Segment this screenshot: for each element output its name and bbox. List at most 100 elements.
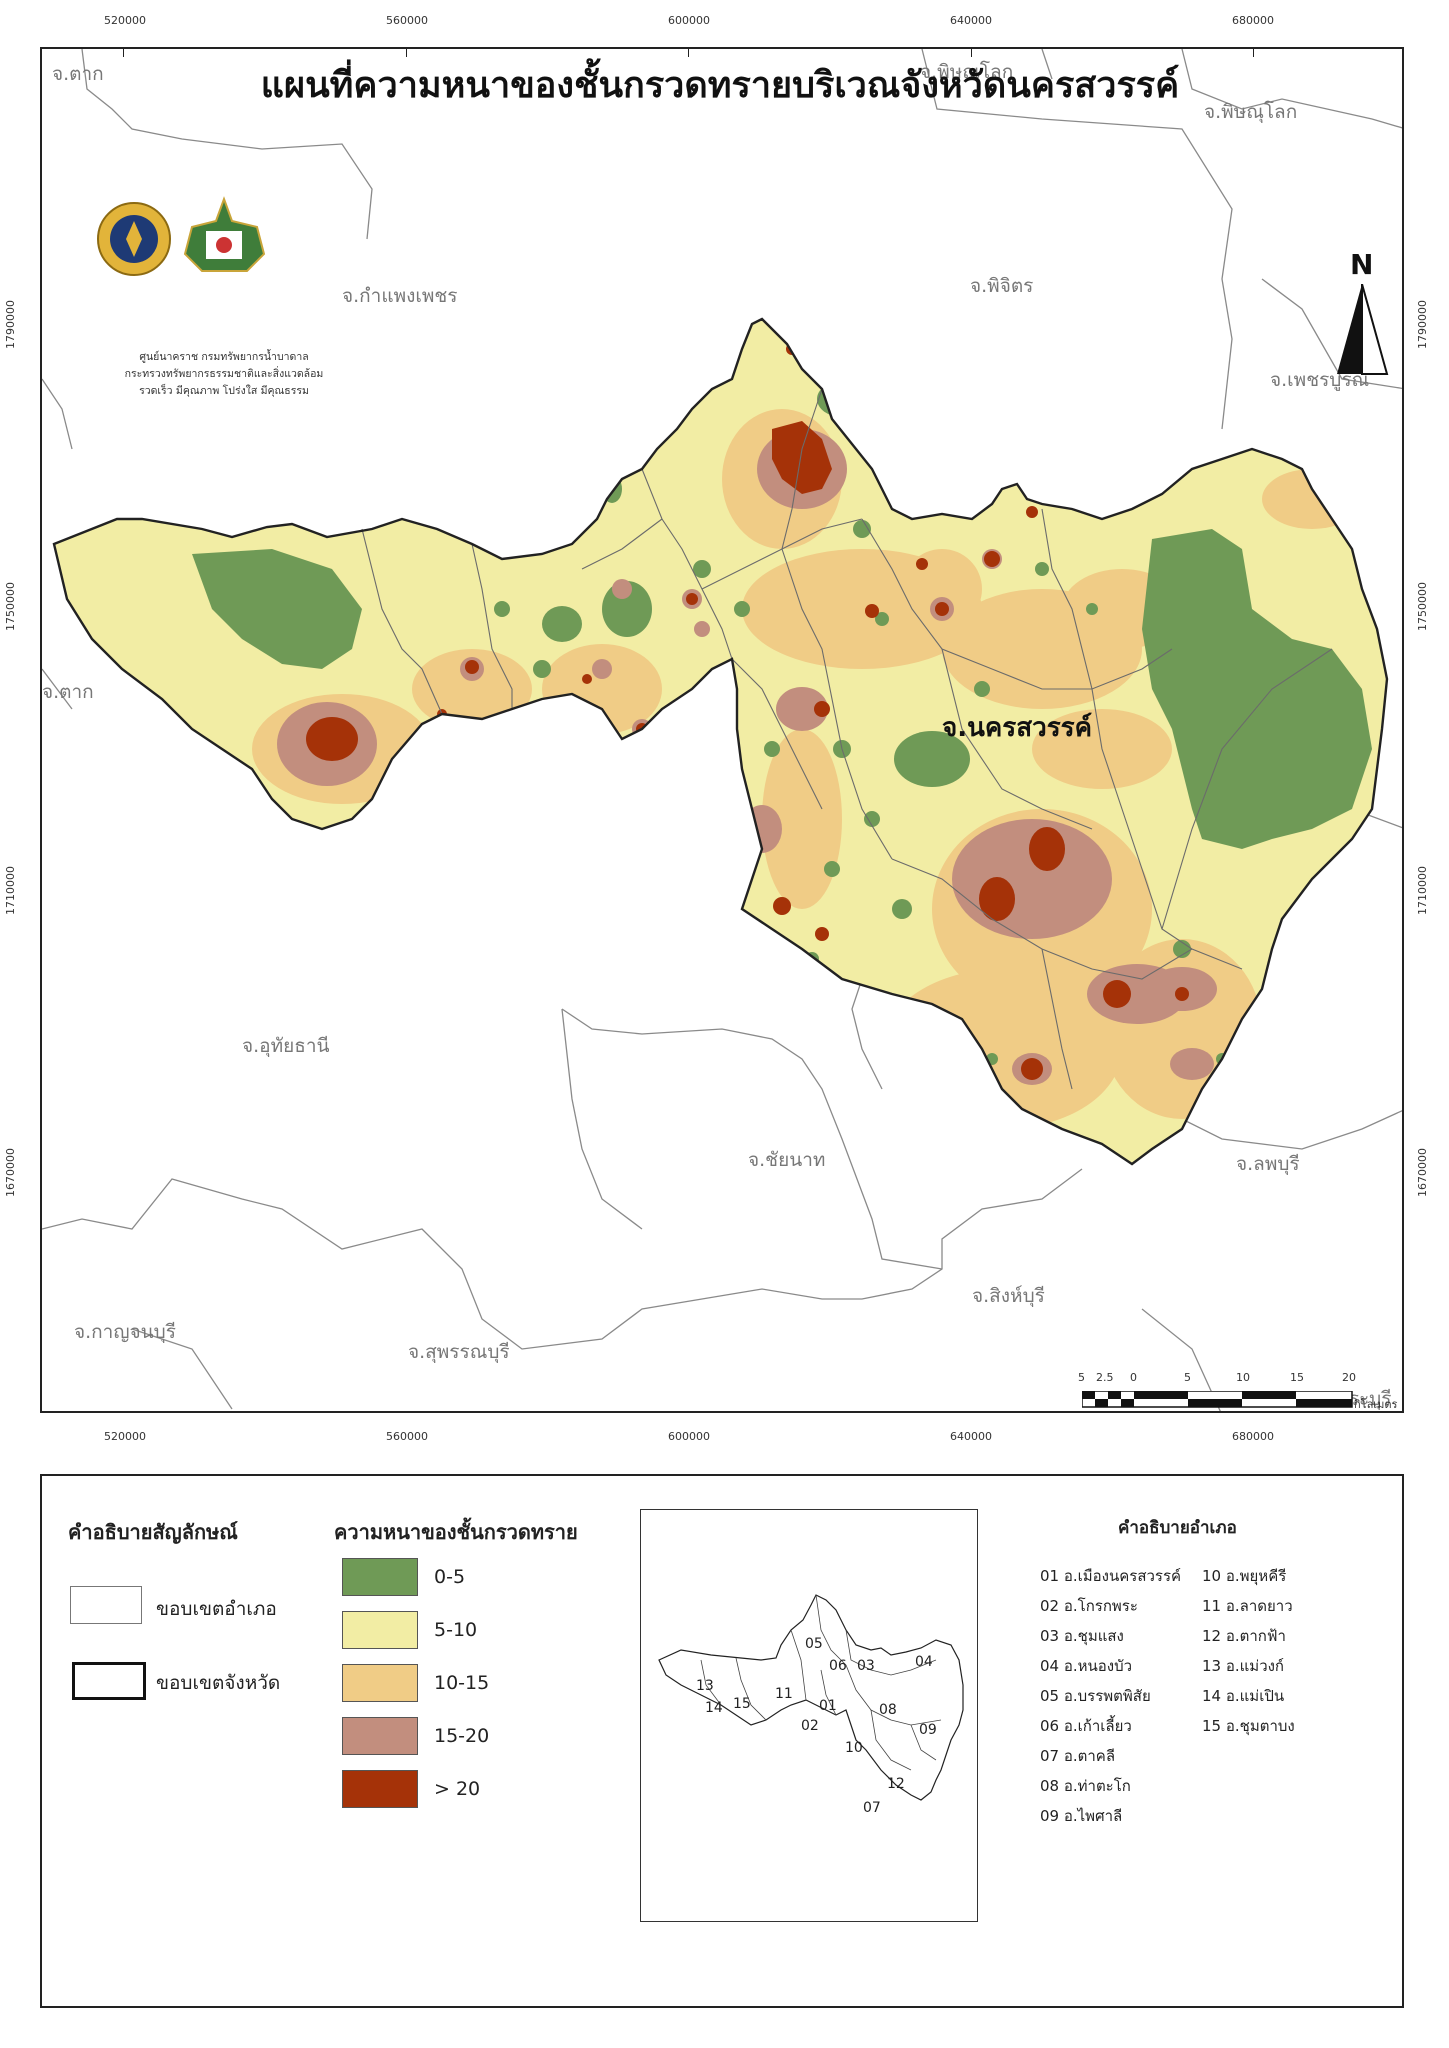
x-tick-label: 560000 [386, 14, 428, 27]
inset-district-number: 05 [805, 1636, 823, 1652]
inset-district-number: 01 [819, 1698, 837, 1714]
y-tick-label: 1670000 [1416, 1148, 1429, 1197]
district-list-item: 06 อ.เก้าเลี้ยว [1040, 1717, 1132, 1735]
x-tick-label: 680000 [1232, 14, 1274, 27]
district-list-item: 15 อ.ชุมตาบง [1202, 1717, 1295, 1735]
district-list-item: 05 อ.บรรพตพิสัย [1040, 1687, 1151, 1705]
inset-map-canvas [658, 1594, 964, 1801]
scale-tick-label: 15 [1290, 1371, 1304, 1384]
x-tick-label: 600000 [668, 14, 710, 27]
x-tick-label: 640000 [950, 14, 992, 27]
scale-tick-label: 0 [1130, 1371, 1137, 1384]
district-boundary-swatch [70, 1586, 142, 1624]
main-province-label: จ.นครสวรรค์ [942, 713, 1093, 743]
province-label-tak: จ.ตาก [52, 63, 104, 85]
district-list-item: 10 อ.พยุหคีรี [1202, 1567, 1287, 1585]
north-label: N [1350, 248, 1374, 281]
scale-labels: 5 2.5 0 5 10 15 20 [1078, 1369, 1382, 1387]
agency-line: กระทรวงทรัพยากรธรรมชาติและสิ่งแวดล้อม [124, 368, 324, 380]
district-list-item: 04 อ.หนองบัว [1040, 1657, 1133, 1675]
y-tick-label: 1790000 [4, 300, 17, 349]
inset-district-number: 15 [733, 1696, 751, 1712]
tick-top [406, 49, 407, 57]
district-boundary-label: ขอบเขตอำเภอ [156, 1598, 277, 1620]
y-tick-label: 1670000 [4, 1148, 17, 1197]
district-legend-title: คำอธิบายอำเภอ [1118, 1518, 1237, 1538]
tick-top [971, 49, 972, 57]
inset-district-number: 08 [879, 1702, 897, 1718]
class-swatch [342, 1611, 418, 1649]
class-label: 5-10 [434, 1619, 478, 1641]
district-list-item: 09 อ.ไพศาลี [1040, 1807, 1123, 1825]
legend-frame: คำอธิบายสัญลักษณ์ ขอบเขตอำเภอ ขอบเขตจังห… [40, 1474, 1404, 2008]
class-label: 15-20 [434, 1725, 490, 1747]
inset-map: 05 06 03 04 13 15 14 11 01 08 02 09 10 12 07 [640, 1509, 978, 1922]
scale-bar: 5 2.5 0 5 10 15 20 กิโลเมตร [1078, 1369, 1402, 1411]
x-tick-label: 680000 [1232, 1430, 1274, 1443]
inset-district-number: 13 [696, 1678, 714, 1694]
tick-top [123, 49, 124, 57]
x-tick-label: 560000 [386, 1430, 428, 1443]
province-label-tak: จ.ตาก [42, 681, 94, 703]
inset-district-number: 02 [801, 1718, 819, 1734]
province-label-phichit: จ.พิจิตร [970, 275, 1034, 297]
scale-tick-label: 2.5 [1096, 1371, 1114, 1384]
district-list-item: 12 อ.ตากฟ้า [1202, 1627, 1286, 1645]
north-arrow-icon [1337, 284, 1389, 375]
tick-top [688, 49, 689, 57]
district-boundaries [361, 388, 1333, 1090]
north-arrow: N [1332, 248, 1392, 384]
inset-district-number: 11 [775, 1686, 793, 1702]
y-tick-label: 1790000 [1416, 300, 1429, 349]
province-label-kanchanaburi: จ.กาญจนบุรี [74, 1321, 176, 1343]
inset-district-number: 10 [845, 1740, 863, 1756]
district-list-item: 13 อ.แม่วงก์ [1202, 1657, 1285, 1675]
province-outline [52, 317, 1389, 1166]
district-list-item: 07 อ.ตาคลี [1040, 1747, 1116, 1765]
class-swatch [342, 1558, 418, 1596]
agency-logos [97, 196, 266, 276]
scale-tick-label: 10 [1236, 1371, 1250, 1384]
y-tick-label: 1750000 [4, 582, 17, 631]
agency-line: ศูนย์นาคราช กรมทรัพยากรน้ำบาดาล [139, 351, 309, 363]
map-canvas [42, 49, 1402, 1411]
district-list-item: 11 อ.ลาดยาว [1202, 1597, 1293, 1615]
tick-top [1253, 49, 1254, 57]
scale-tick-label: 20 [1342, 1371, 1356, 1384]
class-swatch [342, 1664, 418, 1702]
inset-district-number: 04 [915, 1654, 933, 1670]
inset-district-number: 07 [863, 1800, 881, 1816]
inset-district-number: 06 [829, 1658, 847, 1674]
y-tick-label: 1710000 [4, 866, 17, 915]
x-tick-label: 640000 [950, 1430, 992, 1443]
agency-text: ศูนย์นาคราช กรมทรัพยากรน้ำบาดาล กระทรวงท… [104, 349, 344, 400]
thickness-legend-title: ความหนาของชั้นกรวดทราย [334, 1520, 578, 1544]
y-tick-label: 1710000 [1416, 866, 1429, 915]
province-label-phitsanulok: จ.พิษณุโลก [1204, 101, 1298, 123]
inset-district-number: 14 [705, 1700, 723, 1716]
inset-district-number: 03 [857, 1658, 875, 1674]
class-label: > 20 [434, 1778, 481, 1800]
province-label-phitsanulok: จ.พิษณุโลก [920, 61, 1014, 83]
province-boundary-label: ขอบเขตจังหวัด [156, 1672, 281, 1694]
scale-unit: กิโลเมตร [1354, 1398, 1398, 1411]
class-label: 0-5 [434, 1566, 466, 1588]
province-label-phetchabun: จ.เพชรบูรณ์ [1270, 369, 1370, 391]
district-list-item: 14 อ.แม่เปิน [1202, 1687, 1285, 1705]
x-tick-label: 600000 [668, 1430, 710, 1443]
district-list-item: 03 อ.ชุมแสง [1040, 1627, 1124, 1645]
class-label: 10-15 [434, 1672, 490, 1694]
x-tick-label: 520000 [104, 1430, 146, 1443]
map-title: แผนที่ความหนาของชั้นกรวดทรายบริเวณจังหวั… [260, 65, 1180, 106]
district-list-item: 01 อ.เมืองนครสวรรค์ [1040, 1567, 1182, 1585]
scale-tick-label: 5 [1078, 1371, 1085, 1384]
scale-tick-label: 5 [1184, 1371, 1191, 1384]
inset-district-number: 09 [919, 1722, 937, 1738]
agency-line: รวดเร็ว มีคุณภาพ โปร่งใส มีคุณธรรม [139, 385, 309, 397]
province-label-lopburi: จ.ลพบุรี [1236, 1153, 1300, 1175]
province-label-suphan-buri: จ.สุพรรณบุรี [408, 1341, 510, 1363]
province-boundary-swatch [72, 1662, 146, 1700]
symbol-legend-title: คำอธิบายสัญลักษณ์ [68, 1520, 238, 1544]
province-label-sing-buri: จ.สิงห์บุรี [972, 1285, 1045, 1307]
x-tick-label: 520000 [104, 14, 146, 27]
